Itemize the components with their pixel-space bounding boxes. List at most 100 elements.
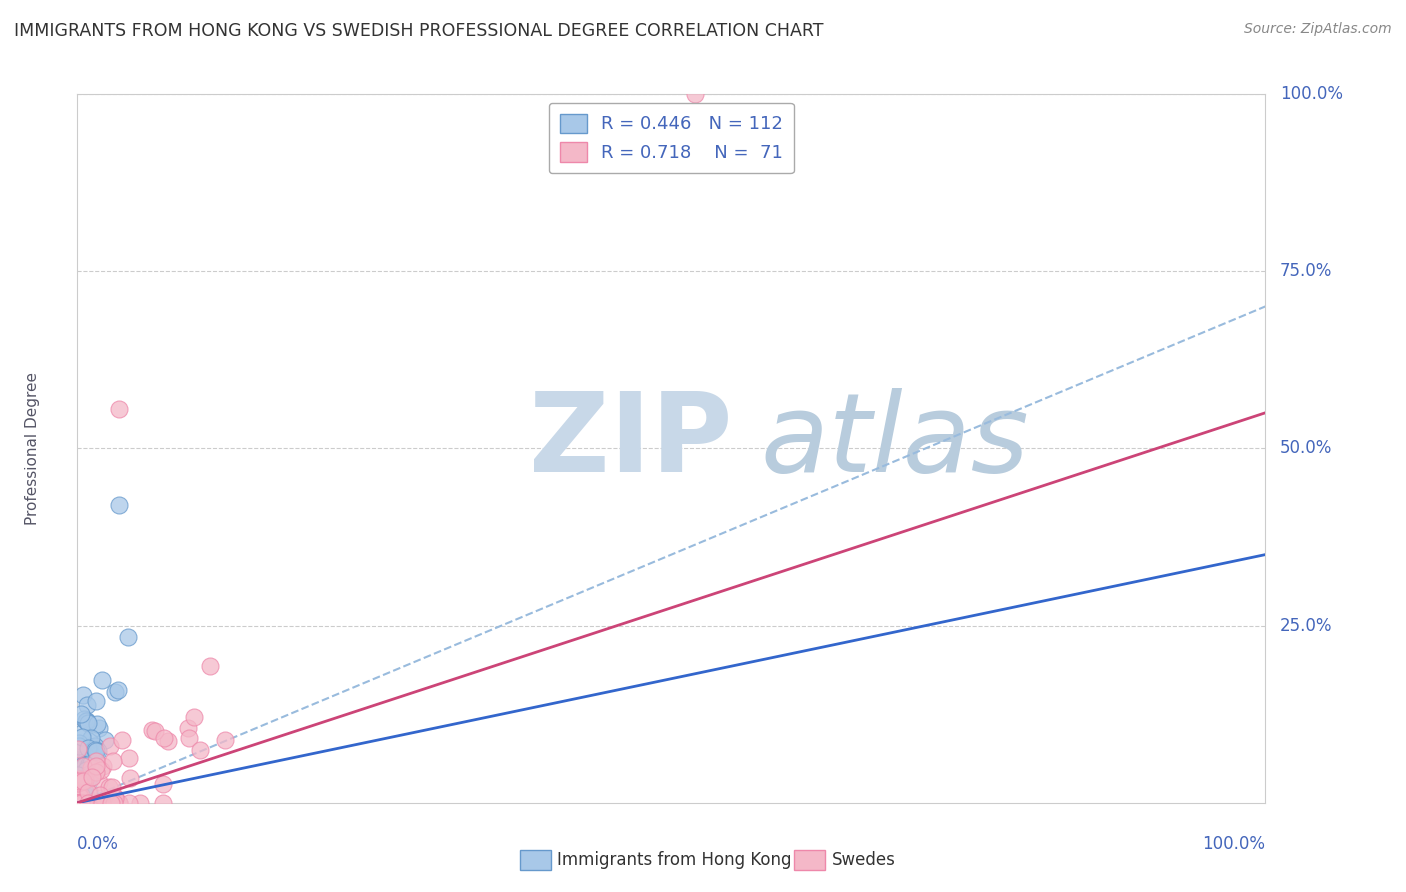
Point [76,749,98,764]
Text: 100.0%: 100.0% [1202,835,1265,853]
Point [73,759,96,773]
Point [108,796,131,810]
Point [86,694,108,708]
Point [141,723,163,737]
Point [69,790,91,805]
Point [75,714,97,728]
Point [76,767,98,781]
Point [177,721,200,735]
Text: 0.0%: 0.0% [77,835,120,853]
Point [70,796,93,810]
Point [70,796,93,810]
Point [67,780,90,795]
Text: Immigrants from Hong Kong: Immigrants from Hong Kong [557,851,792,869]
Point [72,796,94,810]
Point [72,796,94,810]
Point [111,732,134,747]
Point [72,771,94,785]
Point [683,87,706,101]
Point [66,776,89,790]
Point [198,659,221,673]
Point [70,789,93,804]
Point [152,796,174,810]
Point [73,796,96,810]
Point [69,776,91,790]
Point [70,769,93,783]
Point [87,744,110,758]
Point [67,796,90,810]
Point [70,796,93,810]
Point [72,796,94,810]
Legend: R = 0.446   N = 112, R = 0.718    N =  71: R = 0.446 N = 112, R = 0.718 N = 71 [548,103,794,173]
Point [80,770,103,784]
Point [76,796,98,810]
Point [104,790,127,805]
Point [69,796,91,810]
Point [69,795,91,809]
Text: 100.0%: 100.0% [1279,85,1343,103]
Point [70,796,93,810]
Text: 75.0%: 75.0% [1279,262,1331,280]
Point [70,773,93,788]
Point [79,796,101,810]
Point [73,772,96,787]
Point [66,796,89,810]
Point [67,767,90,781]
Point [69,796,91,810]
Point [77,757,100,772]
Point [183,710,205,724]
Point [152,777,174,791]
Point [76,714,98,729]
Point [67,780,90,794]
Point [98,739,121,753]
Point [79,734,101,748]
Point [69,796,91,810]
Point [66,750,89,764]
Point [73,764,96,778]
Point [70,773,93,788]
Point [120,771,142,785]
Point [80,796,103,810]
Point [76,698,98,712]
Point [84,796,107,810]
Point [107,683,129,698]
Point [69,796,91,810]
Point [77,773,100,788]
Point [190,743,212,757]
Point [72,795,94,809]
Point [73,796,96,810]
Point [67,739,90,753]
Point [153,731,176,745]
Point [70,726,93,740]
Text: 25.0%: 25.0% [1279,616,1331,634]
Point [118,751,141,765]
Point [70,789,93,803]
Point [77,771,100,785]
Point [90,764,112,778]
Point [73,786,96,800]
Point [70,706,93,721]
Point [101,754,124,768]
Point [77,762,100,776]
Point [80,760,103,774]
Point [79,769,101,783]
Point [84,796,107,810]
Text: ZIP: ZIP [529,388,733,495]
Point [75,789,97,803]
Point [79,762,101,776]
Point [69,796,91,810]
Point [100,796,122,810]
Point [87,774,110,789]
Point [73,796,96,810]
Point [77,783,100,797]
Text: 50.0%: 50.0% [1279,439,1331,458]
Point [70,796,93,810]
Point [70,758,93,772]
Point [76,740,98,755]
Point [72,796,94,810]
Point [86,717,108,731]
Point [67,754,90,768]
Point [82,796,104,810]
Point [66,796,89,810]
Point [66,796,89,810]
